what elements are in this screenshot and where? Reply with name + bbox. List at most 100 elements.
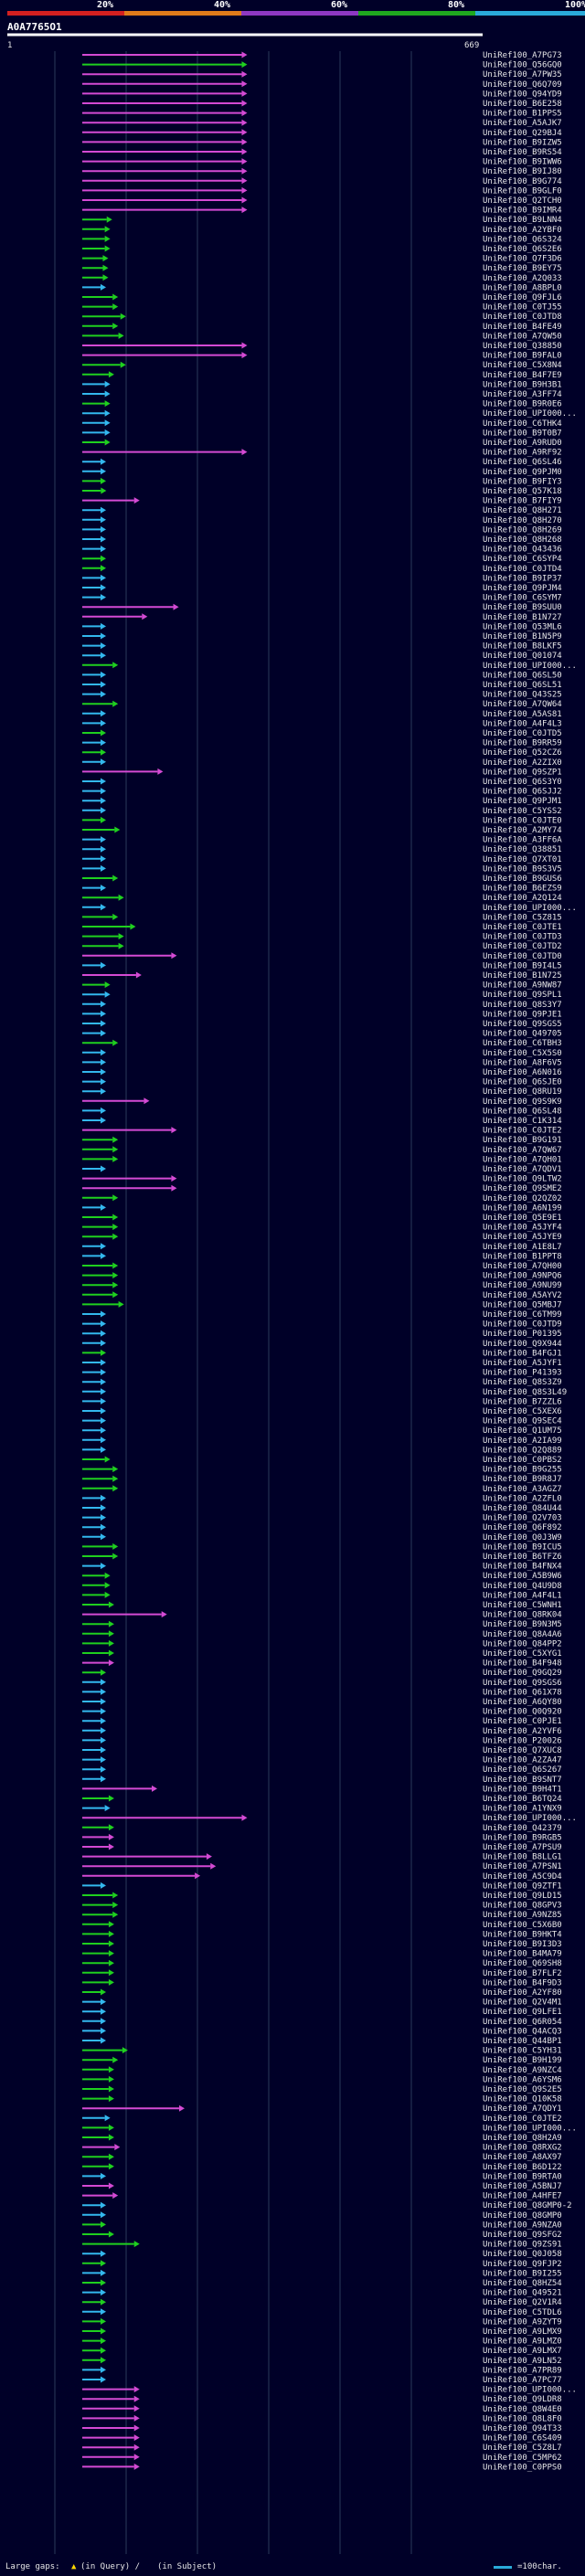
hit-label: UniRef100_A7PG73 [483, 51, 562, 60]
hit-label: UniRef100_B9G774 [483, 177, 562, 186]
hit-label: UniRef100_B9I4L5 [483, 961, 562, 970]
hit-arrowhead [241, 61, 248, 69]
hit-label: UniRef100_A8AX97 [483, 2153, 562, 2162]
hit-label: UniRef100_A9NZC4 [483, 2066, 562, 2075]
hit-label: UniRef100_A5B9W6 [483, 1572, 562, 1581]
hit-arrowhead [133, 2386, 140, 2393]
hit-label: UniRef100_Q9SFG2 [483, 2231, 562, 2240]
hit-label: UniRef100_C0JTD0 [483, 952, 562, 961]
hit-label: UniRef100_B4FE49 [483, 323, 562, 332]
footer-legend: Large gaps: ▲ (in Query) / (in Subject) … [0, 2559, 585, 2576]
hit-label: UniRef100_A3FF6A [483, 836, 562, 845]
hit-arrowhead [108, 1930, 114, 1937]
hit-arrowhead [101, 2317, 106, 2325]
hit-arrowhead [108, 1659, 114, 1667]
hit-arrowhead [101, 1330, 106, 1337]
hit-label: UniRef100_B9I255 [483, 2269, 562, 2278]
hit-arrowhead [108, 1795, 114, 1802]
hit-arrowhead [101, 1504, 106, 1511]
hit-label: UniRef100_A5BNJ7 [483, 2182, 562, 2191]
hit-arrowhead [106, 216, 112, 223]
hit-arrowhead [101, 2008, 106, 2015]
hit-label: UniRef100_C5WNH1 [483, 1601, 562, 1610]
hit-arrowhead [104, 1582, 111, 1589]
hit-label: UniRef100_Q8GMP0 [483, 2211, 562, 2221]
hit-arrowhead [101, 2211, 106, 2219]
hit-arrowhead [108, 1601, 114, 1608]
hit-label: UniRef100_Q9LDR8 [483, 2395, 562, 2404]
hit-arrowhead [112, 1281, 119, 1288]
hit-label: UniRef100_Q6SL48 [483, 1107, 562, 1116]
hit-label: UniRef100_Q9PJE1 [483, 1010, 562, 1019]
hit-label: UniRef100_C5MP62 [483, 2454, 562, 2463]
hit-label: UniRef100_Q0J058 [483, 2250, 562, 2259]
hit-arrowhead [112, 1136, 119, 1143]
hit-arrowhead [241, 100, 248, 107]
hit-arrowhead [112, 2192, 119, 2200]
hit-label: UniRef100_Q44BP1 [483, 2037, 562, 2046]
hit-arrowhead [101, 574, 106, 581]
hit-label: UniRef100_A9LMX9 [483, 2327, 562, 2337]
hit-label: UniRef100_B9R8J7 [483, 1475, 562, 1484]
hit-label: UniRef100_Q7XT01 [483, 855, 562, 864]
hit-label: UniRef100_A5JYF1 [483, 1359, 562, 1368]
hit-arrowhead [101, 1030, 106, 1037]
hit-label: UniRef100_P20026 [483, 1736, 562, 1745]
hit-arrowhead [112, 1485, 119, 1492]
hit-arrowhead [101, 2376, 106, 2383]
hit-label: UniRef100_Q56GQ0 [483, 61, 562, 70]
hit-arrowhead [102, 264, 109, 271]
hit-arrowhead [101, 855, 106, 863]
hit-label: UniRef100_UPI000... [483, 409, 577, 419]
hit-arrowhead [108, 1620, 114, 1627]
hit-label: UniRef100_B4F948 [483, 1659, 562, 1669]
hit-arrowhead [241, 148, 248, 155]
hit-arrowhead [101, 2250, 106, 2257]
hit-label: UniRef100_C0PJE1 [483, 1717, 562, 1726]
hit-label: UniRef100_Q52CZ6 [483, 748, 562, 758]
hit-arrowhead [101, 1243, 106, 1250]
hit-arrowhead [112, 662, 119, 669]
hit-label: UniRef100_A4F4L3 [483, 719, 562, 728]
hit-label: UniRef100_Q8HZ54 [483, 2279, 562, 2288]
hit-arrowhead [241, 196, 248, 204]
hit-arrowhead [101, 748, 106, 756]
hit-label: UniRef100_Q9SPL1 [483, 991, 562, 1000]
hit-arrowhead [101, 1698, 106, 1705]
hit-arrowhead [114, 2144, 121, 2151]
hit-arrowhead [133, 2443, 140, 2451]
hit-label: UniRef100_C6S409 [483, 2434, 562, 2443]
hit-arrowhead [112, 1233, 119, 1240]
hit-label: UniRef100_Q9SEC4 [483, 1417, 562, 1426]
hit-label: UniRef100_B8LLG1 [483, 1853, 562, 1862]
hit-label: UniRef100_B9T0B7 [483, 429, 562, 438]
hit-arrowhead [144, 1097, 150, 1105]
hit-label: UniRef100_C5X8N4 [483, 361, 562, 370]
hit-arrowhead [101, 477, 106, 484]
hit-label: UniRef100_A7QW64 [483, 700, 562, 709]
hit-arrowhead [101, 1397, 106, 1405]
hit-label: UniRef100_C0JTE2 [483, 2115, 562, 2124]
hit-arrowhead [241, 70, 248, 78]
hit-arrowhead [101, 555, 106, 562]
hit-arrowhead [101, 1717, 106, 1724]
hit-label: UniRef100_A9ZYT9 [483, 2317, 562, 2327]
hit-label: UniRef100_UPI000... [483, 2386, 577, 2395]
hit-arrowhead [241, 207, 248, 214]
hit-label: UniRef100_Q9S9K9 [483, 1097, 562, 1107]
hit-label: UniRef100_Q9SGS6 [483, 1679, 562, 1688]
hit-label: UniRef100_C6SYP4 [483, 555, 562, 564]
hit-label: UniRef100_A6N199 [483, 1203, 562, 1213]
hit-label: UniRef100_Q6SL46 [483, 458, 562, 467]
hit-arrowhead [101, 622, 106, 630]
hit-arrowhead [108, 1843, 114, 1850]
hit-arrowhead [241, 158, 248, 165]
hit-label: UniRef100_Q2V703 [483, 1514, 562, 1523]
hit-label: UniRef100_Q8RU19 [483, 1087, 562, 1097]
hit-arrowhead [241, 342, 248, 349]
hit-label: UniRef100_B9HKT4 [483, 1930, 562, 1939]
hit-arrowhead [133, 497, 140, 504]
hit-arrowhead [101, 516, 106, 524]
hit-label: UniRef100_A5C9D4 [483, 1872, 562, 1882]
hit-label: UniRef100_A2ZA47 [483, 1756, 562, 1765]
